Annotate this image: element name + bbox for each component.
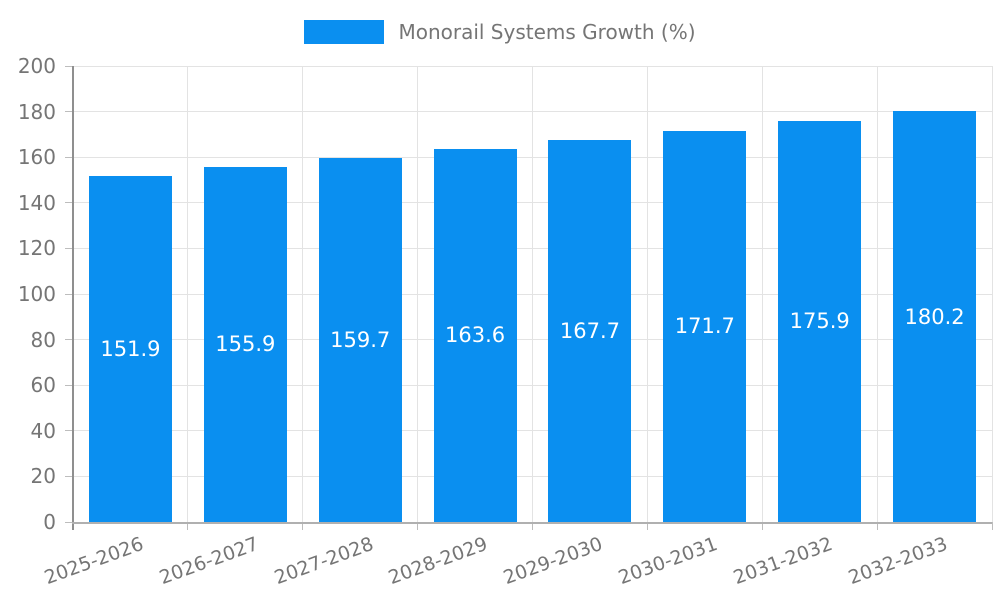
y-axis-tick-label: 0 [43, 510, 56, 534]
x-axis-tick [761, 522, 763, 530]
y-axis-tick [65, 247, 73, 249]
y-axis-tick-label: 40 [30, 418, 56, 443]
bar [548, 139, 632, 522]
y-axis-tick [65, 339, 73, 341]
x-axis-tick-label: 2027-2028 [271, 532, 377, 590]
gridline-vertical [187, 66, 189, 522]
y-axis-tick [65, 293, 73, 295]
y-axis-tick [65, 202, 73, 204]
x-axis-tick-label: 2030-2031 [615, 532, 721, 590]
y-axis-tick [65, 430, 73, 432]
x-axis-tick-label: 2025-2026 [41, 532, 147, 590]
bar-value-label: 151.9 [100, 336, 161, 361]
bar-value-label: 180.2 [904, 304, 965, 329]
bar-value-label: 155.9 [215, 332, 276, 357]
x-axis-tick [417, 522, 419, 530]
y-axis-tick-label: 80 [30, 327, 56, 352]
y-axis-tick [65, 156, 73, 158]
y-axis-tick [65, 111, 73, 113]
x-axis-tick [646, 522, 648, 530]
bar [663, 130, 747, 522]
x-axis-tick [302, 522, 304, 530]
bar [893, 111, 977, 522]
y-axis-tick-label: 20 [30, 464, 56, 489]
x-axis-line [72, 522, 992, 524]
y-axis-tick-label: 180 [17, 99, 56, 124]
x-axis-tick [532, 522, 533, 530]
x-axis-tick [187, 522, 189, 530]
x-axis-tick-label: 2026-2027 [156, 532, 262, 590]
y-axis-tick-label: 100 [17, 282, 56, 306]
gridline-vertical [646, 66, 648, 522]
bar-value-label: 167.7 [559, 318, 620, 343]
x-axis-tick-label: 2031-2032 [730, 532, 836, 590]
y-axis-tick [65, 475, 73, 477]
y-axis-tick [65, 521, 73, 523]
legend: Monorail Systems Growth (%) [0, 18, 1000, 46]
y-axis-tick-label: 120 [17, 236, 56, 261]
y-axis-tick-label: 200 [17, 54, 56, 78]
y-axis-tick [65, 65, 73, 67]
legend-swatch [304, 20, 385, 44]
bar [88, 175, 172, 522]
x-axis-tick-label: 2032-2033 [845, 532, 951, 590]
bar [778, 120, 862, 522]
bar [433, 148, 517, 522]
bar-value-label: 175.9 [789, 309, 850, 334]
x-axis-tick-label: 2029-2030 [500, 532, 606, 590]
legend-label: Monorail Systems Growth (%) [398, 20, 696, 44]
y-axis-line [72, 66, 74, 530]
gridline-vertical [302, 66, 304, 522]
gridline-vertical [876, 66, 878, 522]
bar-value-label: 171.7 [674, 314, 735, 339]
y-axis-tick-label: 140 [17, 190, 56, 215]
gridline-vertical [417, 66, 419, 522]
y-axis-tick-label: 60 [30, 373, 56, 398]
y-axis-tick [65, 384, 73, 386]
bar [203, 166, 287, 522]
bar [318, 157, 402, 522]
gridline-vertical [761, 66, 763, 522]
gridline-vertical [991, 66, 993, 522]
x-axis-tick [991, 522, 993, 530]
bar-value-label: 159.7 [330, 327, 391, 352]
bar-value-label: 163.6 [445, 323, 506, 348]
gridline-vertical [532, 66, 533, 522]
y-axis-tick-label: 160 [17, 145, 56, 170]
x-axis-tick [876, 522, 878, 530]
x-axis-tick-label: 2028-2029 [386, 532, 491, 590]
